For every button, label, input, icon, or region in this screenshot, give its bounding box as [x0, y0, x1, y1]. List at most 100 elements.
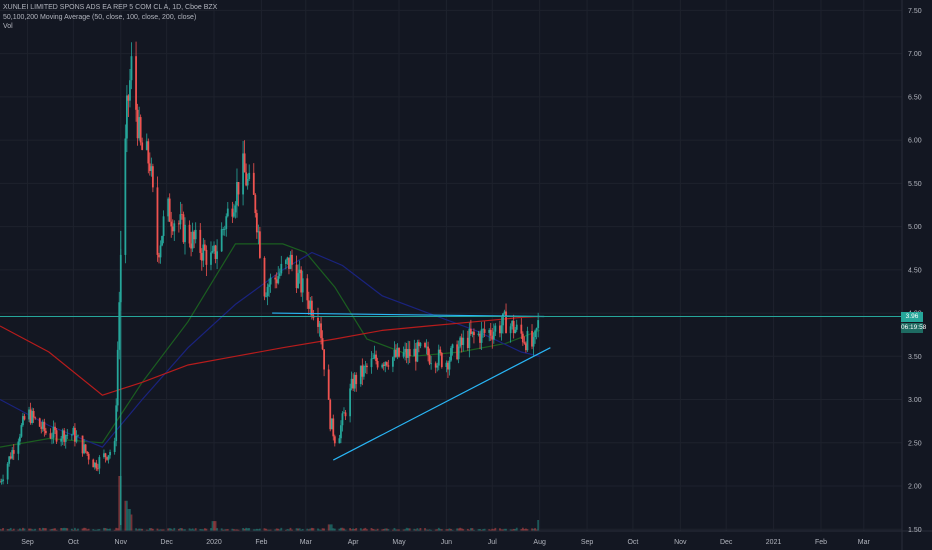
- volume-bar: [402, 529, 405, 531]
- volume-bar: [280, 527, 283, 531]
- volume-bar: [233, 529, 235, 531]
- candle-body: [265, 296, 267, 297]
- time-tick-label: 2020: [206, 539, 222, 546]
- candle-body: [492, 331, 495, 340]
- candle-body: [34, 417, 37, 419]
- drawings[interactable]: [0, 312, 902, 461]
- volume-bar: [29, 528, 32, 531]
- volume-bar: [457, 528, 460, 531]
- volume-bar: [445, 529, 448, 531]
- volume-bar: [437, 527, 440, 531]
- volume-bar: [392, 529, 394, 531]
- volume-bar: [416, 528, 419, 531]
- candle-body: [147, 141, 150, 164]
- price-tick-label: 1.50: [908, 527, 922, 534]
- legend-moving-average[interactable]: 50,100,200 Moving Average (50, close, 10…: [3, 13, 197, 21]
- candle-body: [194, 229, 197, 240]
- candle-body: [242, 153, 244, 195]
- candle-body: [535, 328, 538, 331]
- volume-bar: [32, 529, 35, 531]
- volume-bar: [525, 528, 527, 531]
- candle-body: [534, 330, 536, 338]
- candle-body: [427, 346, 429, 356]
- candle-body: [159, 245, 162, 258]
- volume-bar: [92, 529, 95, 531]
- last-price-label: 3.96: [901, 311, 923, 322]
- volume-bar: [364, 527, 367, 531]
- candle-body: [323, 349, 326, 370]
- legend-volume[interactable]: Vol: [3, 23, 13, 30]
- candle-body: [83, 444, 85, 454]
- candle-body: [0, 481, 3, 482]
- time-axis[interactable]: Sep Oct Nov Dec 2020 Feb Mar Apr May Jun Jul Aug Sep…: [21, 539, 870, 546]
- volume-bar: [330, 524, 333, 531]
- candle-body: [310, 300, 313, 316]
- candle-body: [469, 328, 472, 334]
- volume-bar: [440, 529, 443, 531]
- price-tick-label: 7.00: [908, 51, 922, 58]
- candle-body: [280, 263, 283, 274]
- candle-body: [437, 349, 440, 366]
- volume-bar: [355, 528, 358, 531]
- volume-bar: [362, 528, 365, 531]
- volume-bar: [182, 529, 185, 531]
- candle-body: [520, 324, 523, 334]
- volume-bars: [0, 476, 540, 531]
- candle-body: [74, 427, 76, 442]
- time-tick-label: Dec: [160, 539, 173, 546]
- volume-bar: [515, 527, 518, 531]
- candle-body: [116, 349, 119, 406]
- legend-symbol[interactable]: XUNLEI LIMITED SPONS ADS EA REP 5 COM CL…: [3, 4, 218, 11]
- candle-body: [29, 409, 32, 424]
- volume-bar: [54, 528, 56, 531]
- time-tick-label: 2021: [766, 539, 782, 546]
- candle-body: [61, 430, 64, 439]
- volume-bar: [8, 529, 11, 531]
- candle-body: [333, 436, 336, 444]
- volume-bar: [200, 529, 203, 531]
- volume-bar: [109, 528, 111, 531]
- volume-bar: [210, 528, 212, 531]
- volume-bar: [532, 528, 535, 531]
- candle-body: [223, 228, 226, 230]
- volume-bar: [223, 529, 226, 531]
- candle-body: [23, 416, 26, 420]
- volume-bar: [408, 528, 411, 531]
- candle-body: [193, 231, 196, 240]
- candle-body: [162, 216, 165, 236]
- candle-body: [141, 142, 144, 150]
- candle-body: [269, 277, 272, 285]
- volume-bar: [340, 527, 342, 531]
- candle-body: [28, 409, 30, 420]
- volume-bar: [236, 529, 238, 531]
- volume-bar: [191, 528, 194, 531]
- candle-body: [353, 374, 356, 389]
- volume-bar: [124, 500, 127, 531]
- candle-body: [284, 260, 287, 264]
- volume-bar: [534, 528, 536, 531]
- candle-body: [6, 463, 9, 480]
- candle-body: [512, 320, 515, 334]
- volume-bar: [93, 529, 96, 531]
- candle-body: [81, 435, 84, 454]
- candle-body: [173, 223, 176, 232]
- legend: XUNLEI LIMITED SPONS ADS EA REP 5 COM CL…: [3, 3, 217, 32]
- candle-body: [301, 278, 304, 293]
- trendline: [333, 347, 551, 461]
- volume-bar: [231, 528, 234, 531]
- candle-body: [107, 455, 110, 460]
- volume-bar: [64, 527, 67, 531]
- volume-bar: [531, 528, 533, 531]
- volume-bar: [222, 529, 225, 531]
- volume-bar: [83, 527, 85, 531]
- time-tick-label: Oct: [68, 539, 79, 546]
- candle-body: [2, 479, 4, 482]
- candle-body: [416, 342, 419, 362]
- candle-body: [49, 433, 52, 439]
- volume-bar: [213, 521, 215, 531]
- candle-body: [291, 254, 293, 265]
- volume-bar: [341, 527, 344, 531]
- candle-body: [384, 362, 387, 366]
- volume-bar: [158, 529, 160, 531]
